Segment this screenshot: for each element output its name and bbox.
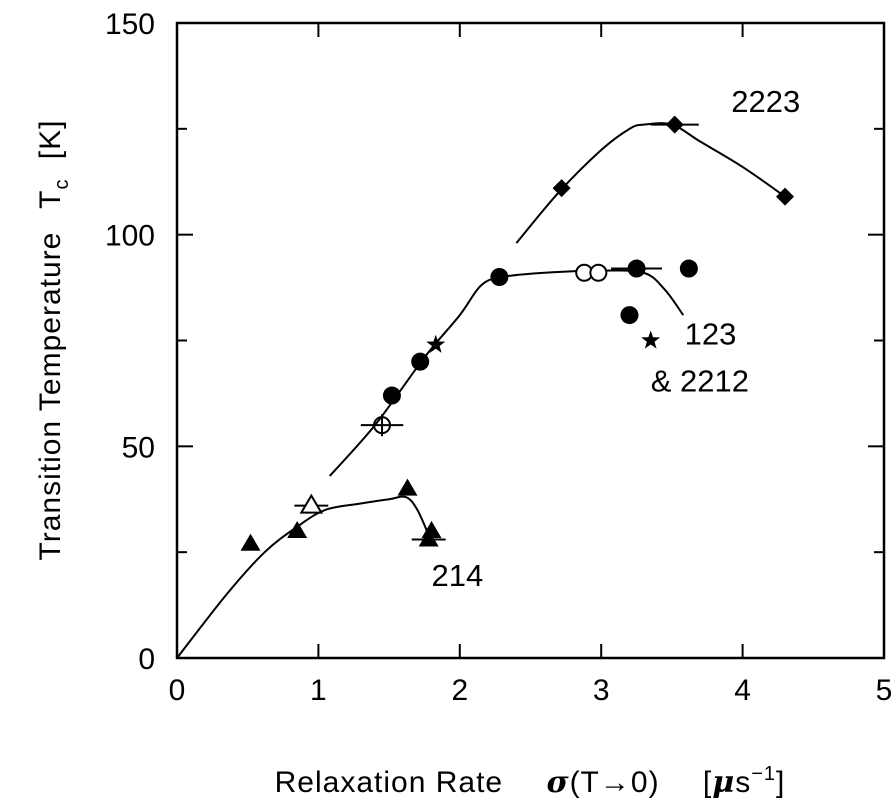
data-point-123 <box>620 306 639 325</box>
data-point-123 <box>679 259 698 278</box>
data-point-2223 <box>552 179 571 198</box>
series-label: 123 <box>685 317 737 352</box>
x-axis-label-arg: (T→0) <box>570 766 660 799</box>
series-label: & 2212 <box>651 363 749 398</box>
x-axis-label: Relaxation Rate σ(T→0) [μs−1] <box>275 763 786 800</box>
y-tick-label: 100 <box>105 220 155 253</box>
data-point-214 <box>421 521 442 538</box>
y-tick-label: 50 <box>122 431 155 464</box>
y-axis-label-subscript: c <box>51 179 73 190</box>
x-axis-label-unit-close: ] <box>776 766 785 799</box>
data-point-2223 <box>650 115 699 134</box>
data-point-214 <box>397 478 418 496</box>
star-marker <box>426 334 446 353</box>
data-point-123 <box>382 386 401 405</box>
data-point-123 <box>411 352 430 371</box>
214-curve <box>176 495 430 659</box>
open-triangle-marker <box>299 493 324 514</box>
data-point-123 <box>589 263 608 282</box>
data-point-2212 <box>641 330 661 349</box>
x-tick-label: 3 <box>593 674 610 707</box>
filled-triangle-marker <box>397 478 418 496</box>
data-point-123 <box>360 414 404 437</box>
x-tick-label: 5 <box>876 674 893 707</box>
y-axis-label-main: Transition Temperature <box>34 232 67 561</box>
x-axis-label-sigma: σ <box>546 765 569 800</box>
filled-circle-marker <box>679 259 698 278</box>
filled-circle-marker <box>490 268 509 286</box>
data-point-214 <box>240 533 261 551</box>
data-point-123 <box>490 268 509 286</box>
x-axis-label-unit-open: [ <box>703 766 712 799</box>
x-axis-label-unit-exp: −1 <box>751 763 776 785</box>
filled-triangle-marker <box>240 533 261 551</box>
123-curve <box>328 269 685 477</box>
series-annotations: 2223 123 & 2212 214 <box>432 84 801 593</box>
y-tick-label: 150 <box>105 8 155 41</box>
diamond-marker <box>552 179 571 198</box>
star-marker <box>641 330 661 349</box>
data-point-2223 <box>776 187 795 206</box>
x-tick-label: 1 <box>310 674 327 707</box>
x-tick-label: 0 <box>169 674 186 707</box>
y-axis-label: Transition Temperature Tc [K] <box>34 120 75 561</box>
diamond-marker <box>665 115 684 134</box>
y-axis-label-unit: [K] <box>34 120 67 160</box>
filled-circle-marker <box>627 259 646 278</box>
filled-circle-marker <box>620 306 639 325</box>
x-axis-label-unit-s: s <box>735 766 751 799</box>
2223-curve <box>515 122 786 244</box>
series-label: 214 <box>432 558 484 593</box>
open-circle-marker <box>589 263 608 282</box>
series-label: 2223 <box>731 84 800 119</box>
filled-circle-marker <box>411 352 430 371</box>
y-tick-label: 0 <box>138 643 155 676</box>
data-point-123 <box>611 259 663 278</box>
filled-circle-marker <box>382 386 401 405</box>
filled-triangle-marker <box>287 521 308 538</box>
filled-triangle-marker <box>421 521 442 538</box>
data-point-214 <box>287 521 308 538</box>
diamond-marker <box>776 187 795 206</box>
y-axis-label-symbol: T <box>34 190 67 209</box>
data-point-214 <box>294 493 329 514</box>
x-axis-label-unit-mu: μ <box>712 765 735 800</box>
x-axis-label-main: Relaxation Rate <box>275 766 503 799</box>
data-points <box>240 115 795 551</box>
x-tick-label: 4 <box>734 674 751 707</box>
x-tick-label: 2 <box>451 674 468 707</box>
data-point-2212 <box>426 334 446 353</box>
